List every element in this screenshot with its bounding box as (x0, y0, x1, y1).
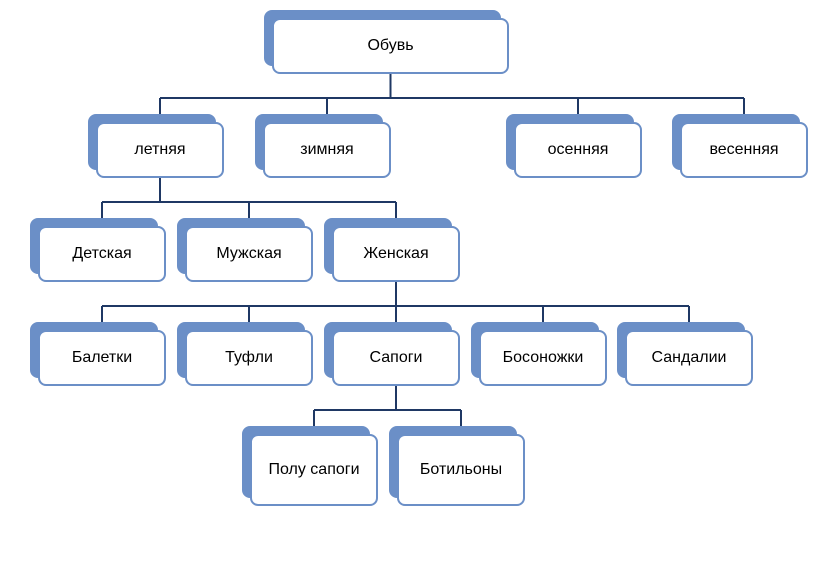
node-spring: весенняя (680, 122, 808, 178)
node-women: Женская (332, 226, 460, 282)
node-summer: летняя (96, 122, 224, 178)
node-kids: Детская (38, 226, 166, 282)
org-chart: Обувь летняя зимняя осенняя весенняя Детская М… (0, 0, 827, 566)
node-polusapogi: Полу сапоги (250, 434, 378, 506)
node-men: Мужская (185, 226, 313, 282)
node-sapogi: Сапоги (332, 330, 460, 386)
node-baletki: Балетки (38, 330, 166, 386)
node-tufli: Туфли (185, 330, 313, 386)
node-botiliony: Ботильоны (397, 434, 525, 506)
node-root: Обувь (272, 18, 509, 74)
node-sandalii: Сандалии (625, 330, 753, 386)
node-autumn: осенняя (514, 122, 642, 178)
node-winter: зимняя (263, 122, 391, 178)
node-bosonozhki: Босоножки (479, 330, 607, 386)
